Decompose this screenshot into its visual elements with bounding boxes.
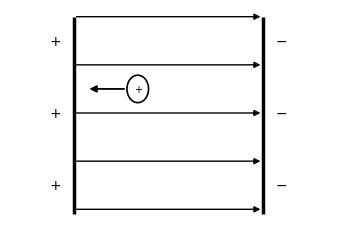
Text: −: − [275, 35, 287, 49]
Text: +: + [50, 178, 62, 192]
Text: +: + [50, 35, 62, 49]
Text: −: − [275, 178, 287, 192]
Text: −: − [275, 106, 287, 121]
Text: +: + [50, 106, 62, 121]
Text: +: + [134, 84, 142, 94]
